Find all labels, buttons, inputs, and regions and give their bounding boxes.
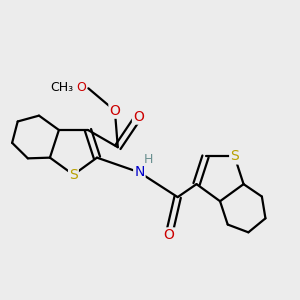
Text: S: S [230, 149, 239, 164]
Text: O: O [110, 104, 120, 118]
Text: O: O [76, 81, 86, 94]
Text: H: H [144, 153, 154, 166]
Text: CH₃: CH₃ [50, 81, 74, 94]
Text: O: O [133, 110, 144, 124]
Text: O: O [164, 228, 174, 242]
Text: S: S [69, 168, 78, 182]
Text: N: N [134, 165, 145, 179]
